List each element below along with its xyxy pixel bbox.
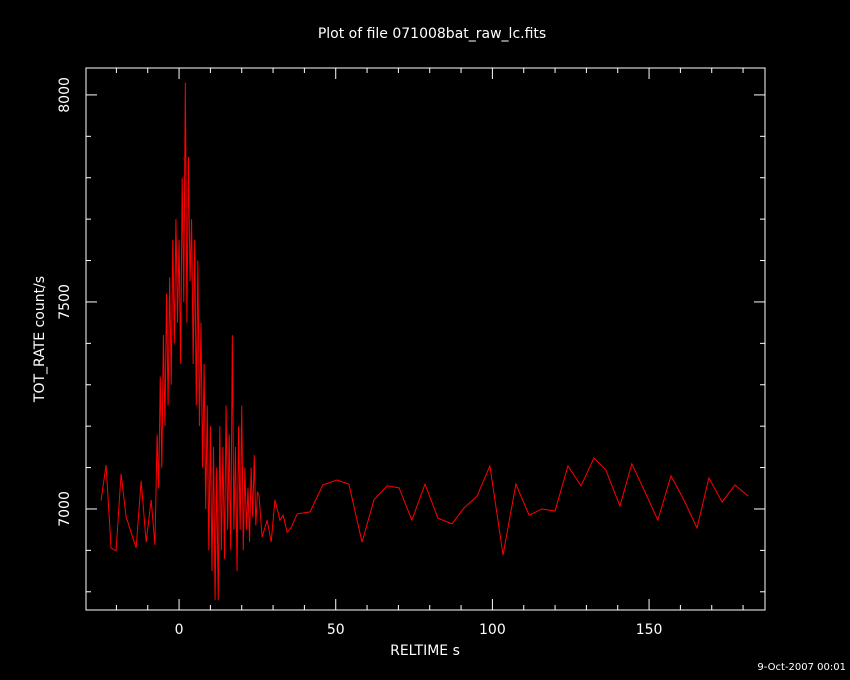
x-axis-label: RELTIME s [390,643,460,659]
x-tick-label: 50 [327,622,345,638]
light-curve [100,82,749,601]
chart-title: Plot of file 071008bat_raw_lc.fits [318,26,546,42]
x-tick-label: 150 [636,622,663,638]
x-tick-label: 0 [175,622,184,638]
footer: 9-Oct-2007 00:01 [757,662,846,673]
plot-frame [85,67,766,611]
y-tick-label: 7500 [57,284,73,320]
x-tick-label: 100 [479,622,506,638]
y-axis-label: TOT_RATE count/s [32,276,48,403]
y-tick-label: 8000 [57,77,73,113]
y-tick-label: 7000 [57,491,73,527]
